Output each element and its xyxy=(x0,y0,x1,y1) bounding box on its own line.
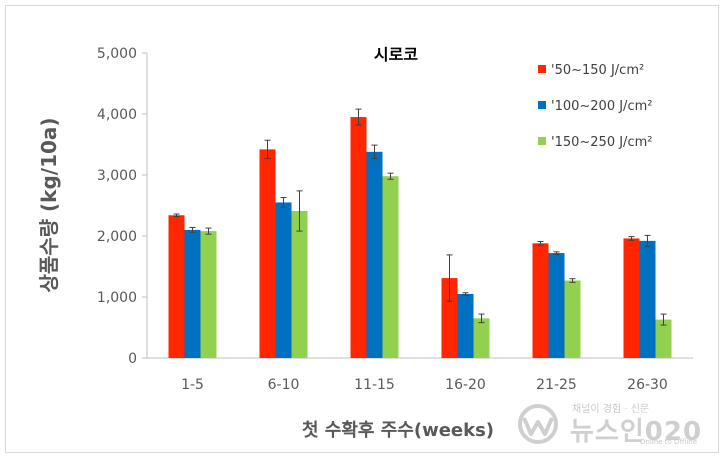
bar-s1-1-5 xyxy=(168,215,185,358)
error-bar-s3-6-10 xyxy=(296,190,303,232)
legend: '50~150 J/cm² '100~200 J/cm² '150~250 J/cm… xyxy=(538,63,652,150)
bar-s3-6-10 xyxy=(291,210,308,358)
error-bar-s2-6-10 xyxy=(280,197,287,208)
x-tick-label: 21-25 xyxy=(536,377,577,393)
error-bar-s3-21-25 xyxy=(569,278,576,283)
y-tick-label: 2,000 xyxy=(97,229,137,245)
legend-swatch-2 xyxy=(538,101,546,109)
y-tick-label: 5,000 xyxy=(97,46,137,62)
bar-s2-1-5 xyxy=(184,229,201,358)
legend-label-2: '100~200 J/cm² xyxy=(551,99,652,114)
error-bar-s1-21-25 xyxy=(537,240,544,246)
watermark-logo-icon xyxy=(518,404,558,444)
error-bar-s1-1-5 xyxy=(173,213,180,217)
y-tick-labels: 0 1,000 2,000 3,000 4,000 5,000 xyxy=(97,46,147,367)
watermark: 채널이 경험 · 신문 뉴스인020 Online to Offline xyxy=(512,398,712,448)
bar-group-26-30 xyxy=(623,234,672,358)
bar-s2-6-10 xyxy=(275,202,292,358)
error-bar-s2-1-5 xyxy=(189,226,196,233)
bar-s2-26-30 xyxy=(639,240,656,358)
axes xyxy=(146,53,693,359)
y-axis-title: 상품수량 (kg/10a) xyxy=(37,117,61,292)
error-bar-s2-21-25 xyxy=(553,251,560,255)
error-bar-s2-16-20 xyxy=(462,292,469,296)
legend-label-3: '150~250 J/cm² xyxy=(551,135,652,150)
bar-s1-11-15 xyxy=(350,117,367,358)
bar-s1-26-30 xyxy=(623,238,640,358)
bar-s3-21-25 xyxy=(564,280,581,358)
bar-s1-16-20 xyxy=(441,278,458,358)
bar-s1-6-10 xyxy=(259,149,276,358)
watermark-tagline: 채널이 경험 · 신문 xyxy=(572,404,650,415)
watermark-brand: 뉴스인020 xyxy=(570,417,703,447)
bar-groups xyxy=(168,108,672,358)
error-bar-s1-11-15 xyxy=(355,108,362,126)
bar-s2-21-25 xyxy=(548,253,565,358)
legend-swatch-3 xyxy=(538,137,546,145)
bar-s2-16-20 xyxy=(457,293,474,358)
legend-label-1: '50~150 J/cm² xyxy=(551,63,644,78)
x-tick-label: 16-20 xyxy=(445,377,486,393)
bar-s3-11-15 xyxy=(382,176,399,358)
y-tick-label: 4,000 xyxy=(97,107,137,123)
error-bar-s1-6-10 xyxy=(264,139,271,160)
bar-s3-26-30 xyxy=(655,319,672,358)
y-tick-label: 0 xyxy=(128,351,137,367)
bar-group-11-15 xyxy=(350,108,399,358)
bar-s2-11-15 xyxy=(366,151,383,358)
error-bar-s3-1-5 xyxy=(205,227,212,235)
error-bar-s3-11-15 xyxy=(387,172,394,180)
bar-s3-1-5 xyxy=(200,231,217,358)
bar-group-16-20 xyxy=(441,254,490,358)
bar-group-21-25 xyxy=(532,240,581,358)
error-bar-s2-11-15 xyxy=(371,144,378,160)
y-tick-label: 3,000 xyxy=(97,168,137,184)
bar-s3-16-20 xyxy=(473,318,490,358)
bar-group-1-5 xyxy=(168,213,217,358)
y-tick-label: 1,000 xyxy=(97,290,137,306)
x-tick-label: 1-5 xyxy=(181,377,204,393)
legend-swatch-1 xyxy=(538,65,546,73)
error-bar-s3-16-20 xyxy=(478,313,485,324)
x-tick-label: 6-10 xyxy=(268,377,300,393)
x-tick-label: 26-30 xyxy=(627,377,668,393)
x-tick-labels: 1-5 6-10 11-15 16-20 21-25 26-30 xyxy=(181,377,668,393)
bar-group-6-10 xyxy=(259,139,308,358)
x-tick-label: 11-15 xyxy=(354,377,395,393)
error-bar-s2-26-30 xyxy=(644,234,651,247)
bar-s1-21-25 xyxy=(532,243,549,358)
chart-title: 시로코 xyxy=(374,45,418,64)
watermark-sub: Online to Offline xyxy=(640,438,698,446)
error-bar-s3-26-30 xyxy=(660,313,667,326)
error-bar-s1-16-20 xyxy=(446,254,453,302)
x-axis-title: 첫 수확후 주수(weeks) xyxy=(302,420,494,441)
error-bar-s1-26-30 xyxy=(628,236,635,241)
